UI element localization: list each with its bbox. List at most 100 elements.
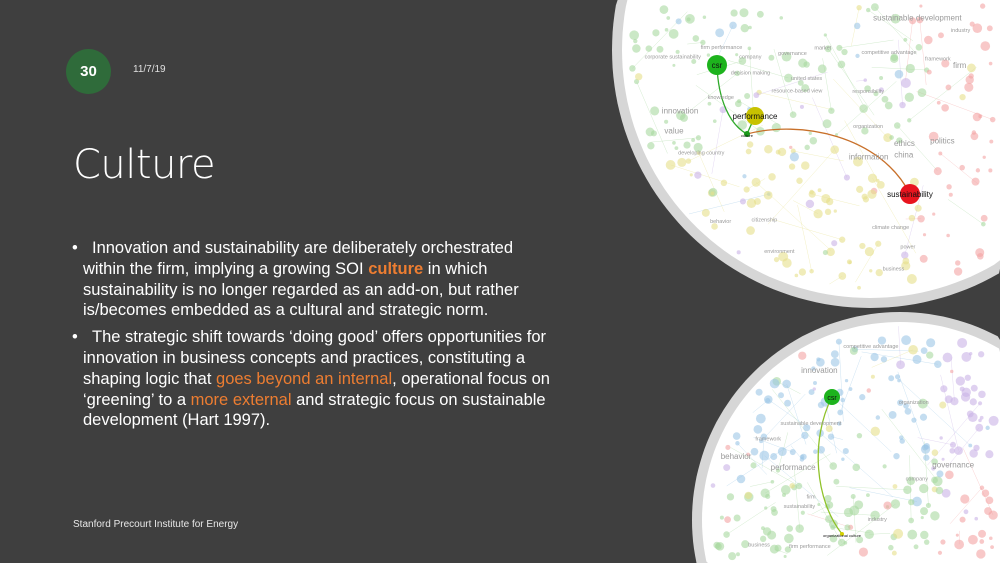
network-node (981, 489, 990, 497)
network-edge (947, 199, 984, 225)
network-term-label: information (849, 152, 889, 161)
network-node (880, 356, 888, 363)
network-edge (812, 97, 848, 178)
network-edge (949, 487, 983, 524)
network-node (923, 443, 930, 450)
network-node (735, 441, 740, 446)
network-node (980, 214, 988, 222)
network-node (788, 163, 796, 170)
network-node (751, 177, 761, 187)
network-node (864, 529, 874, 540)
network-node (736, 250, 741, 255)
network-node (899, 101, 906, 109)
network-node (864, 85, 871, 92)
network-node (881, 95, 889, 103)
network-node (955, 533, 959, 537)
network-node (809, 189, 814, 195)
network-node (789, 483, 795, 489)
network-edge (872, 178, 917, 254)
network-node (659, 5, 669, 14)
network-node (711, 223, 718, 230)
network-node (989, 139, 994, 144)
network-node (668, 28, 679, 39)
network-node (960, 494, 970, 504)
network-node (864, 246, 875, 257)
network-node (982, 155, 986, 159)
network-node (759, 535, 767, 543)
network-node (907, 118, 912, 123)
network-node (784, 546, 792, 553)
network-node (750, 462, 757, 469)
network-node (700, 39, 706, 46)
network-term-label: business (883, 266, 905, 272)
network-node (834, 133, 839, 137)
network-node (957, 337, 968, 348)
network-link (716, 64, 748, 135)
network-node (866, 7, 871, 13)
network-term-label: firm performance (701, 45, 743, 51)
network-node (656, 45, 664, 53)
network-node (702, 15, 707, 20)
network-node (837, 409, 844, 416)
network-node (967, 63, 976, 73)
network-node (853, 22, 861, 30)
network-edge (854, 348, 919, 352)
network-node (955, 260, 961, 266)
network-node (972, 23, 983, 33)
network-node-performance (746, 107, 764, 125)
network-term-label: organization (899, 400, 929, 406)
network-edge (840, 356, 862, 413)
network-node (801, 161, 810, 170)
network-node (664, 119, 669, 124)
network-node (844, 378, 849, 383)
network-node (706, 53, 711, 57)
network-node (926, 351, 934, 359)
network-node (777, 147, 787, 157)
network-node (729, 21, 737, 30)
network-term-label: developing country (678, 150, 724, 156)
network-node-label: performance (733, 112, 778, 121)
network-node (941, 457, 945, 461)
network-term-label: corporate sustainability (645, 54, 702, 60)
network-node (903, 403, 909, 409)
network-node (870, 510, 880, 521)
network-node (925, 502, 932, 508)
network-node (852, 463, 861, 472)
network-node (730, 9, 738, 17)
network-node (789, 449, 796, 456)
network-node (954, 539, 964, 550)
network-term-label: company (739, 54, 762, 60)
network-node (743, 186, 750, 193)
network-edge (793, 200, 819, 215)
network-term-label: industry (868, 517, 888, 523)
network-node (665, 160, 676, 170)
network-node (949, 441, 957, 448)
network-node (746, 226, 755, 235)
network-node (878, 87, 884, 93)
bullet-line: within the firm, implying a growing SOI … (72, 259, 550, 280)
bullet-item: • The strategic shift towards ‘doing good… (72, 327, 550, 431)
network-edge (838, 341, 844, 422)
network-node (985, 496, 994, 505)
network-node (675, 49, 680, 54)
network-edge (726, 502, 776, 535)
network-node (764, 144, 773, 154)
network-node (890, 499, 901, 509)
network-node (629, 30, 639, 41)
network-node (803, 424, 811, 432)
network-node (923, 539, 930, 545)
network-node (742, 174, 747, 179)
network-node (978, 390, 986, 399)
network-node (875, 178, 880, 183)
network-node (849, 346, 858, 355)
network-node (888, 410, 897, 419)
network-node (799, 454, 805, 460)
network-node (852, 156, 863, 167)
network-node (970, 384, 978, 392)
network-node (781, 51, 792, 62)
network-node (869, 269, 873, 273)
network-node (677, 157, 687, 167)
network-node (903, 485, 912, 495)
network-node (913, 544, 919, 550)
bullet-text: innovation in business concepts and prac… (83, 348, 526, 367)
